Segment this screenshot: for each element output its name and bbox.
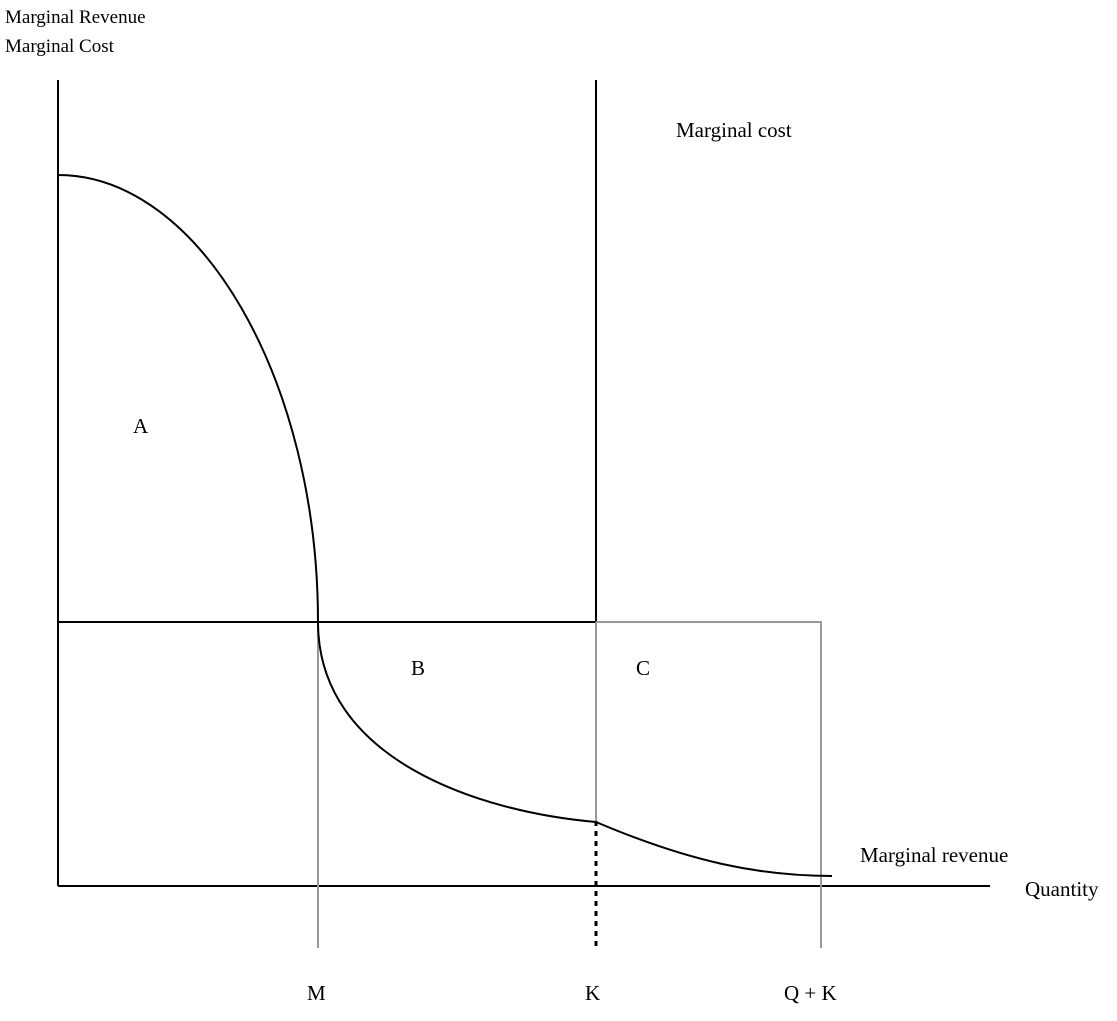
tick-q-plus-k-label: Q + K — [784, 981, 837, 1005]
capacity-extension-box — [596, 621, 822, 948]
region-b-label: B — [411, 656, 425, 680]
x-axis-title: Quantity — [1025, 877, 1099, 901]
marginal-cost-curve — [58, 80, 597, 623]
marginal-revenue-label: Marginal revenue — [860, 843, 1008, 867]
region-c-label: C — [636, 656, 650, 680]
marginal-cost-label: Marginal cost — [676, 118, 792, 142]
y-axis-title-line-2: Marginal Cost — [5, 36, 115, 57]
tick-k-label: K — [585, 981, 600, 1005]
y-axis-title-line-1: Marginal Revenue — [5, 7, 146, 28]
marginal-revenue-curve — [57, 174, 833, 877]
region-a-label: A — [133, 414, 149, 438]
tick-m-label: M — [307, 981, 326, 1005]
